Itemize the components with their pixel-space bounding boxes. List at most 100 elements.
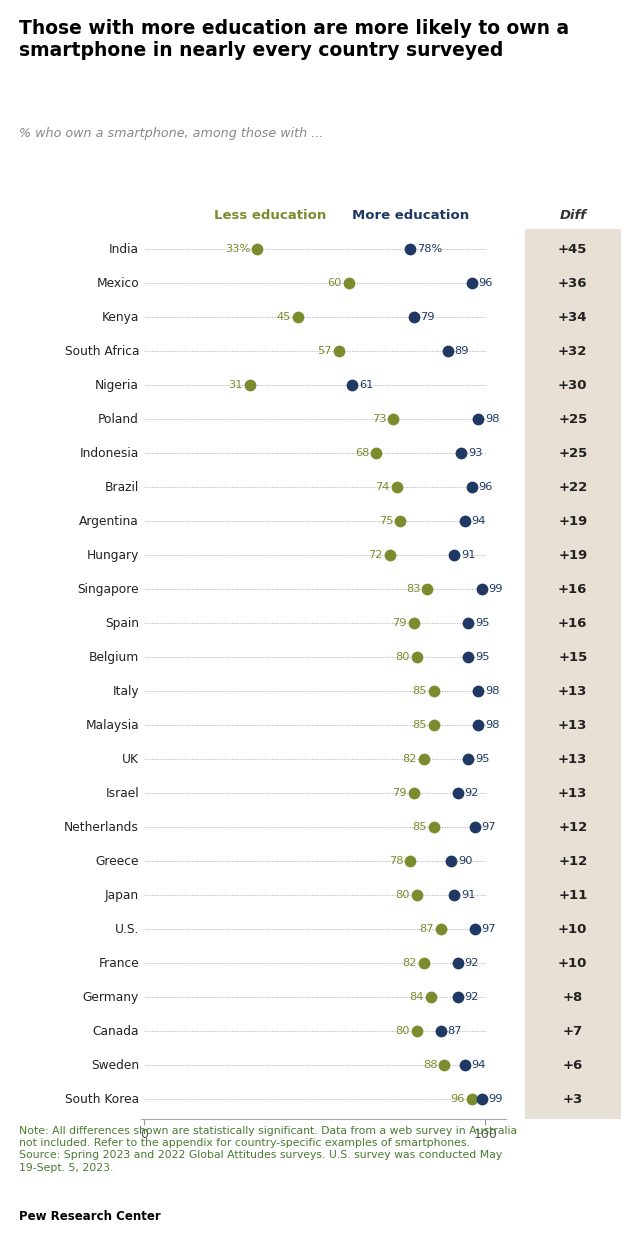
Text: South Africa: South Africa <box>65 345 139 357</box>
Text: 90: 90 <box>458 856 472 866</box>
Text: +16: +16 <box>558 617 588 630</box>
Text: Hungary: Hungary <box>87 549 139 562</box>
Text: 73: 73 <box>372 414 387 424</box>
Text: +25: +25 <box>558 447 588 460</box>
Text: France: France <box>99 956 139 970</box>
Text: Kenya: Kenya <box>102 310 139 324</box>
Point <box>419 954 429 974</box>
Text: +6: +6 <box>563 1059 583 1071</box>
Point <box>405 851 415 871</box>
Text: % who own a smartphone, among those with ...: % who own a smartphone, among those with… <box>19 127 323 141</box>
Text: 74: 74 <box>375 482 390 492</box>
Text: +10: +10 <box>558 956 588 970</box>
Point <box>467 1090 477 1110</box>
Text: Brazil: Brazil <box>105 481 139 494</box>
Text: 87: 87 <box>447 1027 462 1037</box>
Point <box>446 851 456 871</box>
Text: India: India <box>109 242 139 256</box>
Point <box>442 341 452 361</box>
Point <box>426 987 436 1007</box>
Text: +12: +12 <box>558 820 588 834</box>
Point <box>470 919 480 939</box>
Text: 57: 57 <box>317 346 332 356</box>
Text: +34: +34 <box>558 310 588 324</box>
Text: +25: +25 <box>558 413 588 426</box>
Text: Belgium: Belgium <box>89 651 139 664</box>
Text: 80: 80 <box>396 891 410 901</box>
Point <box>408 614 419 633</box>
Point <box>460 511 470 531</box>
Text: +19: +19 <box>558 515 588 528</box>
Text: 87: 87 <box>419 924 434 934</box>
Text: 99: 99 <box>488 1094 503 1105</box>
Text: +13: +13 <box>558 684 588 698</box>
Point <box>429 715 439 735</box>
Text: 83: 83 <box>406 584 420 594</box>
Text: 98: 98 <box>485 720 500 730</box>
Text: 80: 80 <box>396 1027 410 1037</box>
Point <box>463 750 473 769</box>
Point <box>412 886 422 905</box>
Text: +11: +11 <box>558 888 588 902</box>
Text: Netherlands: Netherlands <box>64 820 139 834</box>
Text: 95: 95 <box>475 618 490 628</box>
Text: Note: All differences shown are statistically significant. Data from a web surve: Note: All differences shown are statisti… <box>19 1126 517 1173</box>
Text: +13: +13 <box>558 752 588 766</box>
Point <box>436 919 446 939</box>
Text: More education: More education <box>351 209 468 223</box>
Text: Mexico: Mexico <box>97 277 139 289</box>
Text: +22: +22 <box>558 481 588 494</box>
Point <box>405 239 415 259</box>
Text: +36: +36 <box>558 277 588 289</box>
Point <box>371 443 381 463</box>
Text: 94: 94 <box>472 516 486 526</box>
Text: U.S.: U.S. <box>115 923 139 935</box>
Text: Germany: Germany <box>83 991 139 1003</box>
Text: 96: 96 <box>478 278 493 288</box>
Text: 96: 96 <box>478 482 493 492</box>
Text: +19: +19 <box>558 549 588 562</box>
Point <box>408 783 419 803</box>
Point <box>347 375 357 395</box>
Text: 89: 89 <box>454 346 469 356</box>
Text: 98: 98 <box>485 687 500 696</box>
Point <box>456 443 467 463</box>
Text: 93: 93 <box>468 448 483 458</box>
Text: 92: 92 <box>465 959 479 969</box>
Text: 31: 31 <box>228 380 243 390</box>
Text: Spain: Spain <box>105 617 139 630</box>
Text: +3: +3 <box>563 1092 583 1106</box>
Point <box>467 273 477 293</box>
Text: 92: 92 <box>465 788 479 798</box>
Text: 99: 99 <box>488 584 503 594</box>
Point <box>452 954 463 974</box>
Point <box>429 818 439 837</box>
Point <box>477 1090 487 1110</box>
Text: +16: +16 <box>558 583 588 596</box>
Point <box>467 477 477 497</box>
Text: Those with more education are more likely to own a
smartphone in nearly every co: Those with more education are more likel… <box>19 19 570 61</box>
Point <box>473 409 483 429</box>
Text: 79: 79 <box>392 618 407 628</box>
Text: +13: +13 <box>558 719 588 731</box>
Text: Indonesia: Indonesia <box>80 447 139 460</box>
Text: Singapore: Singapore <box>77 583 139 596</box>
Text: +10: +10 <box>558 923 588 935</box>
Text: 80: 80 <box>396 652 410 662</box>
Point <box>460 1055 470 1075</box>
Text: 85: 85 <box>413 823 427 833</box>
Point <box>449 886 460 905</box>
Text: 75: 75 <box>379 516 393 526</box>
Text: UK: UK <box>122 752 139 766</box>
Text: Pew Research Center: Pew Research Center <box>19 1210 161 1223</box>
Text: +30: +30 <box>558 379 588 392</box>
Text: +15: +15 <box>558 651 588 664</box>
Text: 85: 85 <box>413 720 427 730</box>
Text: 98: 98 <box>485 414 500 424</box>
Point <box>477 579 487 599</box>
Text: 88: 88 <box>423 1060 437 1070</box>
Text: Argentina: Argentina <box>79 515 139 528</box>
Point <box>422 579 432 599</box>
Point <box>452 987 463 1007</box>
Point <box>333 341 344 361</box>
